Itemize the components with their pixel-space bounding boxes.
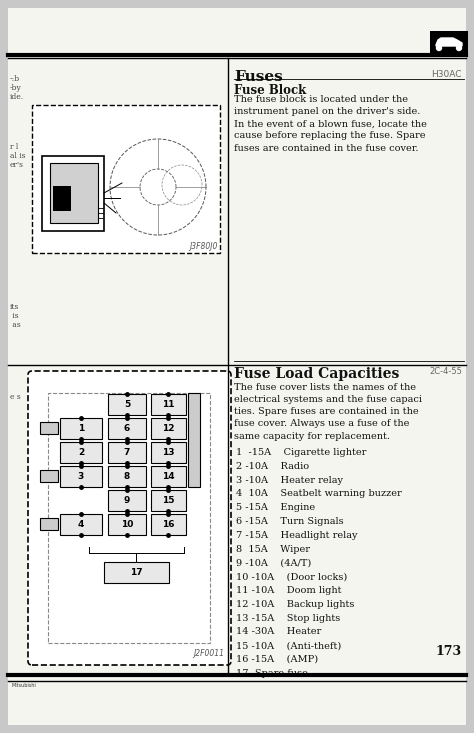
Bar bbox=[108, 466, 146, 487]
Bar bbox=[108, 442, 146, 463]
Bar bbox=[151, 418, 186, 439]
Text: Mitsubishi: Mitsubishi bbox=[12, 683, 37, 688]
Bar bbox=[60, 466, 102, 487]
Text: 2: 2 bbox=[78, 448, 84, 457]
Text: 7: 7 bbox=[124, 448, 130, 457]
Text: 16: 16 bbox=[162, 520, 175, 529]
Text: its
 is
 as: its is as bbox=[10, 303, 21, 329]
Text: 3 -10A    Heater relay: 3 -10A Heater relay bbox=[236, 476, 343, 485]
Bar bbox=[104, 562, 169, 583]
FancyBboxPatch shape bbox=[42, 156, 104, 231]
Text: 1: 1 bbox=[78, 424, 84, 433]
FancyBboxPatch shape bbox=[50, 163, 98, 223]
Bar bbox=[40, 518, 58, 530]
Text: 8: 8 bbox=[124, 472, 130, 481]
Bar bbox=[60, 514, 102, 535]
Text: The fuse block is located under the
instrument panel on the driver's side.
In th: The fuse block is located under the inst… bbox=[234, 95, 427, 152]
Text: 9: 9 bbox=[124, 496, 130, 505]
Text: 2 -10A    Radio: 2 -10A Radio bbox=[236, 462, 309, 471]
Bar bbox=[151, 442, 186, 463]
Text: 16 -15A    (AMP): 16 -15A (AMP) bbox=[236, 655, 318, 664]
Text: 15 -10A    (Anti-theft): 15 -10A (Anti-theft) bbox=[236, 641, 341, 650]
Text: 1  -15A    Cigarette lighter: 1 -15A Cigarette lighter bbox=[236, 448, 366, 457]
Text: 9 -10A    (4A/T): 9 -10A (4A/T) bbox=[236, 559, 311, 567]
Bar bbox=[60, 418, 102, 439]
Text: 17: 17 bbox=[130, 568, 143, 577]
Text: Fuse Load Capacities: Fuse Load Capacities bbox=[234, 367, 400, 381]
Text: -:b
-by
ide.: -:b -by ide. bbox=[10, 75, 24, 101]
Bar bbox=[108, 394, 146, 415]
Text: 11: 11 bbox=[162, 400, 175, 409]
Bar bbox=[108, 490, 146, 511]
Text: 5: 5 bbox=[124, 400, 130, 409]
Bar bbox=[40, 422, 58, 434]
Text: 7 -15A    Headlight relay: 7 -15A Headlight relay bbox=[236, 531, 357, 539]
Text: 12: 12 bbox=[162, 424, 175, 433]
Bar bbox=[188, 393, 200, 487]
Text: Fuse Block: Fuse Block bbox=[234, 84, 306, 97]
Text: 12 -10A    Backup lights: 12 -10A Backup lights bbox=[236, 600, 355, 609]
Text: 173: 173 bbox=[436, 645, 462, 658]
Bar bbox=[40, 470, 58, 482]
Text: J2F0011: J2F0011 bbox=[193, 649, 224, 658]
Bar bbox=[108, 514, 146, 535]
Text: 2C-4-55: 2C-4-55 bbox=[429, 367, 462, 376]
Bar bbox=[151, 490, 186, 511]
FancyBboxPatch shape bbox=[8, 8, 466, 725]
Text: 10 -10A    (Door locks): 10 -10A (Door locks) bbox=[236, 572, 347, 581]
Text: 11 -10A    Doom light: 11 -10A Doom light bbox=[236, 586, 341, 595]
Bar bbox=[151, 394, 186, 415]
Polygon shape bbox=[436, 38, 462, 46]
Text: 15: 15 bbox=[162, 496, 175, 505]
Text: 5 -15A    Engine: 5 -15A Engine bbox=[236, 503, 315, 512]
Text: e s: e s bbox=[10, 393, 21, 401]
Circle shape bbox=[456, 45, 462, 51]
Bar bbox=[151, 514, 186, 535]
FancyBboxPatch shape bbox=[48, 393, 210, 643]
Text: 6: 6 bbox=[124, 424, 130, 433]
Text: 4: 4 bbox=[78, 520, 84, 529]
Text: 10: 10 bbox=[121, 520, 133, 529]
Text: 6 -15A    Turn Signals: 6 -15A Turn Signals bbox=[236, 517, 344, 526]
Bar bbox=[108, 418, 146, 439]
FancyBboxPatch shape bbox=[430, 31, 468, 53]
Text: J3F80J0: J3F80J0 bbox=[190, 242, 218, 251]
FancyBboxPatch shape bbox=[28, 371, 231, 665]
Text: r l
al is
er's: r l al is er's bbox=[10, 143, 26, 169]
Text: 3: 3 bbox=[78, 472, 84, 481]
Bar bbox=[60, 442, 102, 463]
FancyBboxPatch shape bbox=[32, 105, 220, 253]
Text: 13 -15A    Stop lights: 13 -15A Stop lights bbox=[236, 614, 340, 622]
Text: 4  10A    Seatbelt warning buzzer: 4 10A Seatbelt warning buzzer bbox=[236, 490, 402, 498]
Text: The fuse cover lists the names of the
electrical systems and the fuse capaci
tie: The fuse cover lists the names of the el… bbox=[234, 383, 422, 441]
Text: 14: 14 bbox=[162, 472, 175, 481]
Text: 17 -Spare fuse: 17 -Spare fuse bbox=[236, 668, 308, 678]
Text: Fuses: Fuses bbox=[234, 70, 283, 84]
Text: ▶: ▶ bbox=[445, 37, 453, 47]
Text: 8  15A    Wiper: 8 15A Wiper bbox=[236, 545, 310, 553]
Circle shape bbox=[437, 45, 441, 51]
FancyBboxPatch shape bbox=[53, 186, 71, 211]
Bar bbox=[151, 466, 186, 487]
Text: 13: 13 bbox=[162, 448, 175, 457]
Text: H30AC: H30AC bbox=[431, 70, 462, 79]
Text: 14 -30A    Heater: 14 -30A Heater bbox=[236, 627, 321, 636]
